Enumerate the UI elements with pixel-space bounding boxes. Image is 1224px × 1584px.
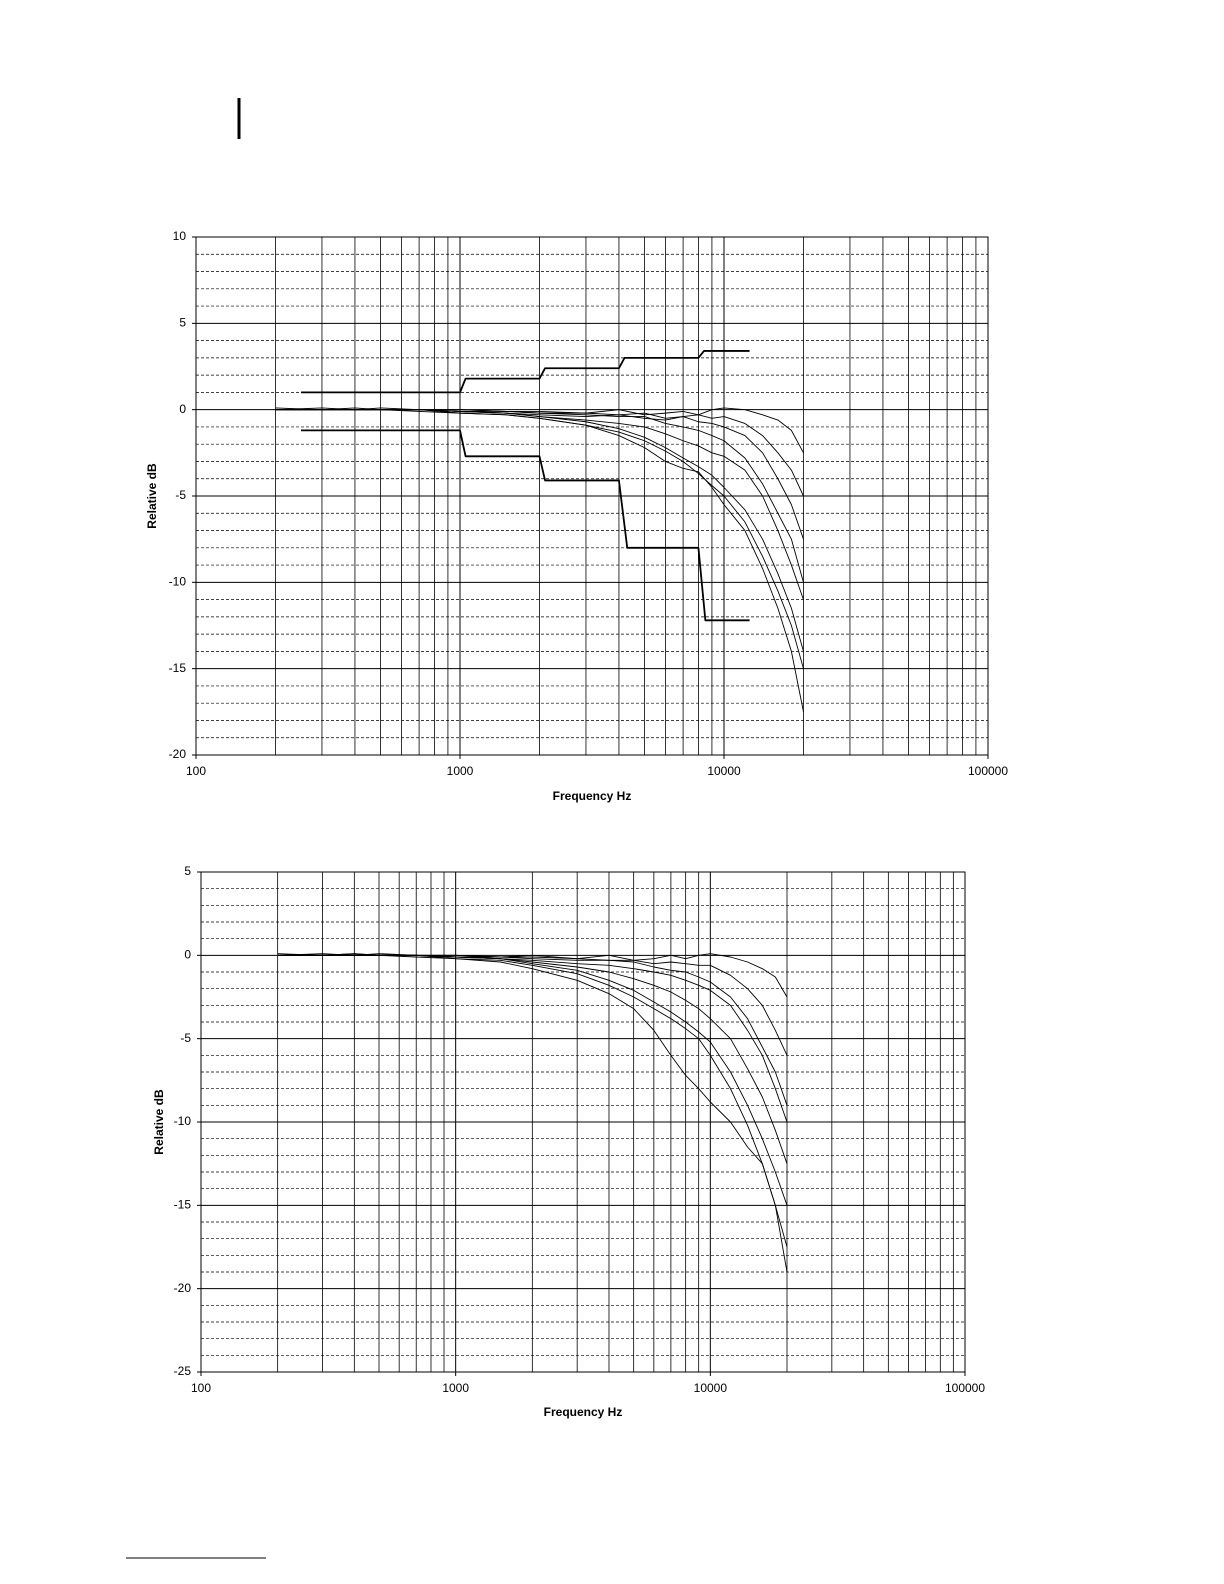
plot-frame xyxy=(195,236,989,756)
x-tick-label: 10000 xyxy=(707,764,741,778)
chart: -25 -20 -15 -10 -5 0 5 100 1000 10000 100000 Freque… xyxy=(152,864,985,1419)
x-tick-label: 100 xyxy=(191,1381,211,1395)
response-curve xyxy=(275,407,804,652)
response-curve xyxy=(277,953,788,1206)
x-axis-title: Frequency Hz xyxy=(544,1405,623,1419)
limit-line xyxy=(301,429,750,622)
y-axis-title: Relative dB xyxy=(152,1089,166,1155)
y-tick-label: -20 xyxy=(169,747,187,761)
y-tick-label: -15 xyxy=(174,1198,192,1212)
response-curve xyxy=(275,409,804,669)
y-tick-label: -20 xyxy=(174,1281,192,1295)
x-axis-title: Frequency Hz xyxy=(553,789,632,803)
plot-frame xyxy=(200,871,966,1373)
y-axis-title: Relative dB xyxy=(145,463,159,529)
x-tick-label: 10000 xyxy=(694,1381,728,1395)
y-tick-label: -10 xyxy=(169,575,187,589)
y-tick-label: 5 xyxy=(184,864,191,878)
y-tick-label: -5 xyxy=(175,488,186,502)
y-tick-label: -25 xyxy=(174,1364,192,1378)
y-tick-label: 10 xyxy=(173,229,187,243)
y-tick-label: 0 xyxy=(179,402,186,416)
y-tick-label: -10 xyxy=(174,1114,192,1128)
x-tick-label: 100000 xyxy=(968,764,1008,778)
chart: -20 -15 -10 -5 0 5 10 100 1000 10000 100000 Frequen… xyxy=(145,229,1008,803)
limit-line xyxy=(301,350,750,394)
response-curve xyxy=(277,954,788,1106)
response-curve xyxy=(275,407,804,712)
y-tick-label: 0 xyxy=(184,948,191,962)
y-tick-label: -5 xyxy=(180,1031,191,1045)
x-tick-label: 100000 xyxy=(945,1381,985,1395)
x-tick-label: 100 xyxy=(186,764,206,778)
y-tick-label: -15 xyxy=(169,661,187,675)
y-tick-label: 5 xyxy=(179,316,186,330)
x-tick-label: 1000 xyxy=(447,764,474,778)
x-tick-label: 1000 xyxy=(442,1381,469,1395)
response-curve xyxy=(277,953,788,1273)
